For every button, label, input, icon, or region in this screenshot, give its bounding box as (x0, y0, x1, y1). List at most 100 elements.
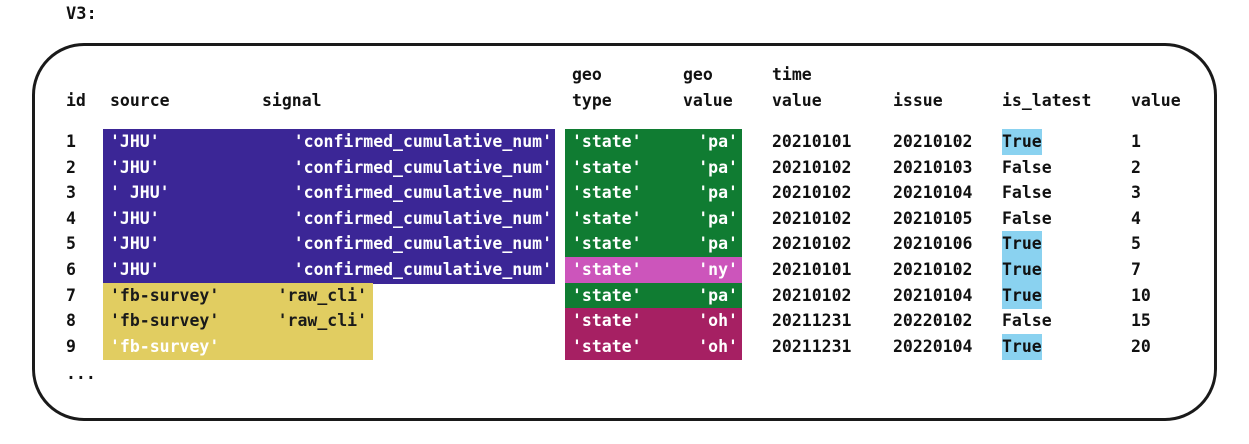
row-time-value: 20210102 (772, 183, 852, 203)
row-source: 'JHU' (110, 260, 160, 279)
source-block-purple (103, 129, 555, 284)
row-value: 1 (1131, 132, 1141, 151)
table-frame (32, 43, 1217, 421)
row-issue: 20210103 (893, 157, 973, 177)
row-value: 3 (1131, 183, 1141, 203)
row-id: 5 (66, 234, 76, 254)
row-signal: 'confirmed_cumulative_num' (293, 234, 552, 254)
row-geo-value: 'ny' (698, 260, 738, 279)
row-issue: 20210102 (893, 260, 973, 279)
row-geo-value: 'pa' (698, 234, 738, 254)
row-geo-value: 'oh' (698, 311, 738, 331)
row-geo-value: 'pa' (698, 132, 738, 151)
header-time-value-line1: time (772, 65, 812, 84)
row-geo-value: 'pa' (698, 208, 738, 228)
row-is-latest: False (1002, 183, 1052, 203)
row-is-latest: False (1002, 208, 1052, 228)
row-is-latest: False (1002, 157, 1052, 177)
row-time-value: 20210102 (772, 208, 852, 228)
row-value: 7 (1131, 260, 1141, 279)
row-id: 6 (66, 260, 76, 279)
row-issue: 20210105 (893, 208, 973, 228)
row-geo-type: 'state' (572, 285, 642, 305)
row-value: 2 (1131, 157, 1141, 177)
header-time-value: value (772, 91, 822, 110)
row-geo-type: 'state' (572, 157, 642, 177)
row-time-value: 20210102 (772, 285, 852, 305)
row-geo-value: 'pa' (698, 183, 738, 203)
row-issue: 20210106 (893, 234, 973, 254)
geo-block-wine (565, 333, 742, 361)
header-value: value (1131, 91, 1181, 110)
row-signal: 'raw_cli' (277, 285, 367, 305)
row-is-latest: True (1002, 282, 1042, 309)
row-geo-type: 'state' (572, 183, 642, 203)
row-source: 'JHU' (110, 234, 160, 254)
geo-block-green (565, 282, 742, 310)
row-id: 3 (66, 183, 76, 203)
row-geo-type: 'state' (572, 260, 642, 279)
row-geo-type: 'state' (572, 208, 642, 228)
header-issue: issue (893, 91, 943, 110)
row-is-latest: True (1002, 231, 1042, 258)
row-signal: 'raw_cli' (462, 336, 552, 356)
geo-block-green (565, 154, 742, 182)
geo-block-green (565, 231, 742, 258)
row-is-latest: True (1002, 129, 1042, 155)
row-issue: 20210104 (893, 183, 973, 203)
row-id: 1 (66, 132, 76, 151)
row-geo-type: 'state' (572, 336, 642, 356)
page-title: V3: (66, 4, 97, 24)
row-geo-type: 'state' (572, 132, 642, 151)
row-issue: 20210102 (893, 132, 973, 151)
row-source: 'fb-survey' (110, 285, 220, 305)
row-source: 'JHU' (110, 208, 160, 228)
source-block-gold (103, 282, 373, 361)
row-value: 20 (1131, 336, 1151, 356)
row-id: 4 (66, 208, 76, 228)
row-id: 7 (66, 285, 76, 305)
row-is-latest: True (1002, 257, 1042, 283)
row-time-value: 20210102 (772, 234, 852, 254)
header-geo-value: value (683, 91, 733, 110)
row-geo-type: 'state' (572, 234, 642, 254)
row-time-value: 20210102 (772, 157, 852, 177)
row-geo-value: 'pa' (698, 285, 738, 305)
geo-block-wine (565, 308, 742, 335)
row-source: 'JHU' (110, 132, 160, 151)
row-id: 2 (66, 157, 76, 177)
row-source: 'fb-survey' (110, 336, 220, 356)
row-value: 5 (1131, 234, 1141, 254)
row-signal: 'confirmed_cumulative_num' (293, 208, 552, 228)
geo-block-orchid (565, 257, 742, 284)
row-source: 'fb-survey' (110, 311, 220, 331)
header-signal: signal (262, 91, 322, 110)
geo-block-green (565, 205, 742, 233)
row-source: 'JHU' (110, 157, 160, 177)
geo-block-green (565, 129, 742, 156)
row-id: 8 (66, 311, 76, 331)
row-geo-value: 'oh' (698, 336, 738, 356)
row-issue: 20220104 (893, 336, 973, 356)
row-signal: 'confirmed_cumulative_num' (293, 260, 552, 279)
header-id: id (66, 91, 86, 110)
row-issue: 20210104 (893, 285, 973, 305)
row-signal: 'raw_cli' (277, 311, 367, 331)
header-geo-type-line1: geo (572, 65, 602, 84)
row-id: 9 (66, 336, 76, 356)
header-source: source (110, 91, 170, 110)
row-value: 10 (1131, 285, 1151, 305)
header-geo-value-line1: geo (683, 65, 713, 84)
row-time-value: 20210101 (772, 260, 852, 279)
header-geo-type: type (572, 91, 612, 110)
header-is-latest: is_latest (1002, 91, 1092, 110)
row-signal: 'confirmed_cumulative_num' (293, 157, 552, 177)
row-signal: 'confirmed_cumulative_num' (293, 183, 552, 203)
row-time-value: 20211231 (772, 311, 852, 331)
row-is-latest: True (1002, 333, 1042, 360)
row-geo-type: 'state' (572, 311, 642, 331)
row-time-value: 20211231 (772, 336, 852, 356)
row-value: 15 (1131, 311, 1151, 331)
